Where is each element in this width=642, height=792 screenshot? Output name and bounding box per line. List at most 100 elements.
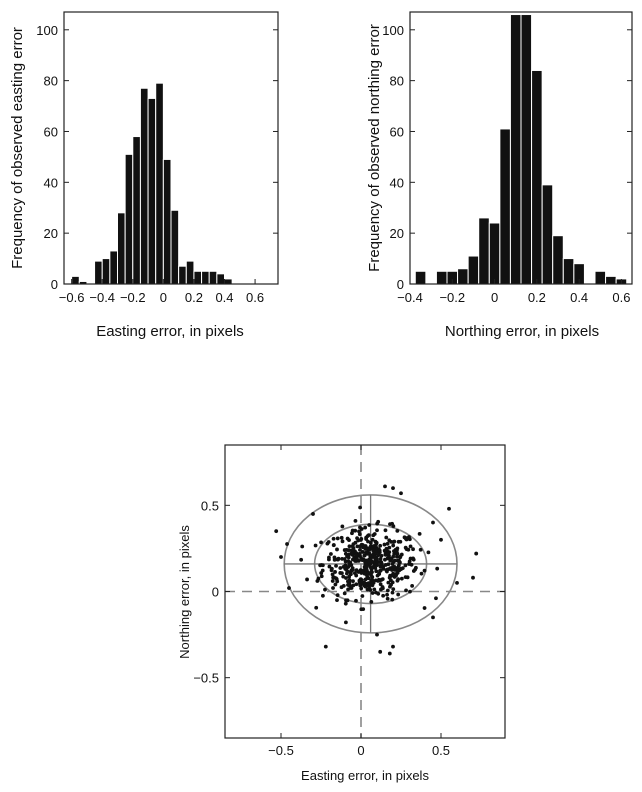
data-point xyxy=(353,540,358,545)
data-point xyxy=(390,590,395,595)
data-point xyxy=(360,594,365,598)
data-point xyxy=(323,644,328,649)
data-point xyxy=(354,559,359,563)
data-point xyxy=(372,563,377,568)
data-point xyxy=(314,605,319,610)
histogram-bar xyxy=(605,275,617,285)
data-point xyxy=(372,587,377,592)
data-point xyxy=(384,535,389,540)
data-point xyxy=(344,548,349,552)
data-point xyxy=(360,558,365,563)
data-point xyxy=(384,568,389,572)
data-point xyxy=(341,574,346,579)
data-point xyxy=(375,632,379,637)
data-point xyxy=(391,587,396,592)
data-point xyxy=(338,566,343,570)
y-tick-label: 40 xyxy=(44,175,58,190)
data-point xyxy=(399,491,403,496)
data-point xyxy=(353,518,358,523)
data-point xyxy=(376,553,381,558)
northing-x-axis-label: Northing error, in pixels xyxy=(445,323,599,340)
data-point xyxy=(386,580,391,585)
data-point xyxy=(370,537,375,542)
data-point xyxy=(369,553,374,558)
data-point xyxy=(379,587,383,592)
y-tick-label: 0 xyxy=(397,277,404,292)
data-point xyxy=(377,572,381,577)
data-point xyxy=(408,589,412,594)
x-tick-label: −0.6 xyxy=(59,290,85,305)
histogram-bar xyxy=(201,270,210,285)
data-point xyxy=(347,562,352,566)
data-point xyxy=(385,541,390,546)
x-tick-label: 0.2 xyxy=(185,290,203,305)
data-point xyxy=(404,537,409,542)
data-point xyxy=(377,547,381,552)
error-scatter-plot: −0.5 0 0.5 −0.5 0 0.5 Easting error, in pixel… xyxy=(177,444,506,783)
data-point xyxy=(341,583,346,588)
data-point xyxy=(395,554,399,559)
data-point xyxy=(390,580,395,585)
data-point xyxy=(368,540,373,545)
data-point xyxy=(474,551,479,556)
data-point xyxy=(439,537,443,542)
scatter-reference-lines xyxy=(225,445,505,738)
histogram-bar xyxy=(94,260,103,285)
data-point xyxy=(329,552,333,556)
histogram-bar xyxy=(562,258,575,285)
data-point xyxy=(300,544,305,549)
data-point xyxy=(411,547,415,552)
data-point xyxy=(398,554,403,559)
data-point xyxy=(358,505,363,510)
data-point xyxy=(334,576,338,581)
data-point xyxy=(369,578,374,583)
data-point xyxy=(396,592,401,597)
data-point xyxy=(358,581,362,586)
histogram-bar xyxy=(109,250,118,285)
data-point xyxy=(329,566,334,571)
data-point xyxy=(431,520,435,525)
x-tick-label: −0.4 xyxy=(89,290,115,305)
x-tick-label: 0 xyxy=(491,290,498,305)
data-point xyxy=(359,586,364,591)
data-point xyxy=(351,583,356,588)
data-point xyxy=(331,586,335,590)
y-tick-label: −0.5 xyxy=(193,671,219,686)
data-point xyxy=(370,591,375,595)
x-tick-label: 0 xyxy=(357,743,364,758)
x-tick-label: 0.2 xyxy=(528,290,546,305)
data-point xyxy=(348,586,353,590)
data-point xyxy=(333,570,337,574)
data-point xyxy=(387,545,392,550)
data-point xyxy=(347,574,352,579)
data-point xyxy=(455,580,459,585)
data-point xyxy=(352,571,357,576)
data-point xyxy=(345,571,349,576)
data-point xyxy=(357,551,362,556)
data-point xyxy=(354,582,359,587)
easting-bars xyxy=(71,82,233,285)
data-point xyxy=(385,592,389,597)
data-point xyxy=(391,644,395,649)
data-point xyxy=(369,573,373,577)
data-point xyxy=(374,590,378,595)
x-tick-label: 0.4 xyxy=(570,290,588,305)
data-point xyxy=(396,539,401,544)
data-point xyxy=(359,536,364,541)
data-point xyxy=(372,532,377,536)
data-point xyxy=(287,586,291,590)
histogram-bar xyxy=(552,235,564,285)
data-point xyxy=(391,543,396,548)
data-point xyxy=(323,587,327,592)
histogram-bar xyxy=(457,268,469,285)
data-point xyxy=(394,573,398,578)
data-point xyxy=(305,577,309,582)
data-point xyxy=(285,542,289,546)
data-point xyxy=(471,575,475,580)
scatter-y-axis-label: Northing error, in pixels xyxy=(177,525,192,659)
data-point xyxy=(343,559,348,564)
histogram-bar xyxy=(178,265,187,285)
data-point xyxy=(391,486,395,490)
data-point xyxy=(373,539,378,544)
